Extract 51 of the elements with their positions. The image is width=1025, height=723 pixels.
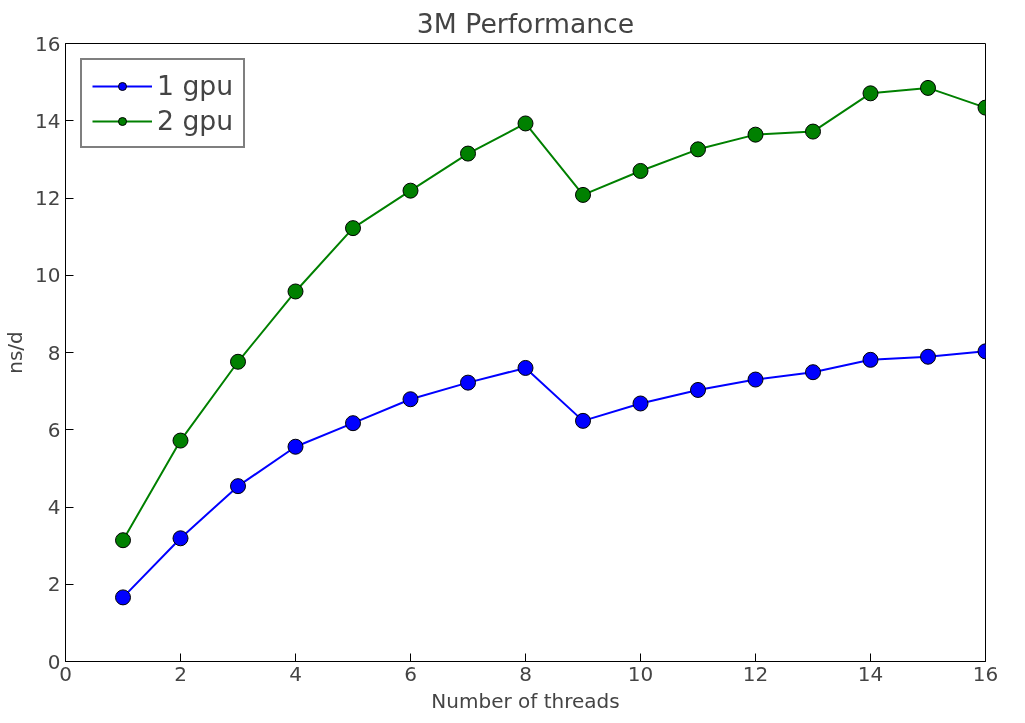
x-tick-label: 4 [289,661,302,686]
y-axis-title: ns/d [3,331,28,374]
point [517,359,534,376]
point [287,283,304,300]
y-tick-label: 10 [35,263,61,288]
y-tick-label: 6 [47,417,61,442]
y-tick-label: 12 [35,186,61,210]
x-tick-label: 6 [404,661,417,686]
x-axis-title: Number of threads [431,688,620,713]
point [862,85,879,102]
point [690,141,706,158]
point [805,364,821,381]
x-tick-label: 16 [972,661,999,686]
point [172,432,189,449]
point [862,351,879,368]
point [230,478,246,495]
chart-title: 3M Performance [416,7,635,39]
x-tick-label: 14 [857,661,884,686]
point [517,115,534,132]
legend-label: 2 gpu [157,105,234,136]
point [575,186,591,203]
legend-label: 1 gpu [157,70,234,101]
point [115,589,131,606]
point [747,371,764,388]
point [230,353,246,370]
point [747,126,764,143]
y-tick-label: 8 [47,340,61,365]
point [287,438,304,455]
point [172,530,189,547]
point [632,162,649,179]
point [575,412,591,429]
y-tick-label: 2 [47,572,61,597]
y-tick-label: 14 [35,108,61,133]
x-tick-label: 8 [519,661,532,686]
x-tick-label: 12 [742,661,769,686]
point [460,145,476,162]
point [920,348,936,365]
y-tick-label: 16 [35,31,61,56]
point [115,532,131,549]
x-tick-label: 2 [174,661,187,686]
point [402,182,419,199]
point [345,220,361,237]
point [460,374,476,391]
point [805,123,821,140]
y-tick-label: 4 [47,495,61,519]
point [402,391,419,408]
point [690,381,706,398]
point [920,79,936,96]
point [345,415,361,432]
point [632,395,649,412]
x-tick-label: 10 [627,661,654,686]
